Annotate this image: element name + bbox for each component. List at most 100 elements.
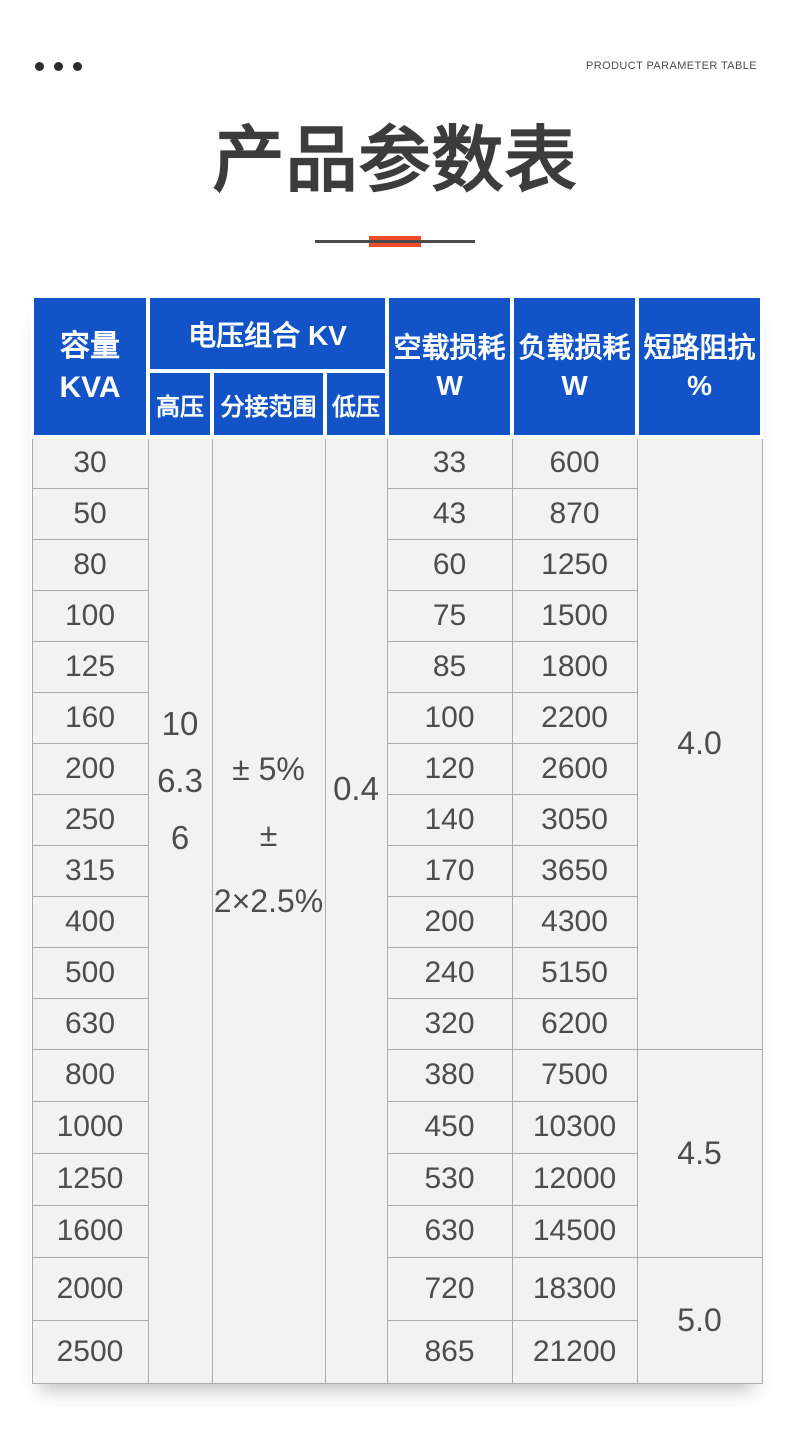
- capacity-cell: 160: [31, 691, 149, 744]
- high-voltage-cell: 10 6.3 6: [147, 436, 213, 1384]
- load-loss-cell: 2600: [511, 742, 638, 795]
- no-load-loss-cell: 140: [386, 793, 513, 846]
- low-voltage-value: 0.4: [333, 770, 379, 807]
- table-header: 容量 KVA 电压组合 KV 空载损耗 W 负载损耗 W 短路阻抗 % 高压 分…: [30, 294, 765, 439]
- divider-line: [315, 240, 475, 243]
- header-impedance-line2: %: [687, 369, 712, 401]
- table-row: 80 60 1250: [31, 538, 762, 591]
- no-load-loss-cell: 120: [386, 742, 513, 795]
- dot-icon: [73, 61, 82, 71]
- load-loss-cell: 1800: [511, 640, 638, 693]
- header-low-voltage: 低压: [322, 369, 390, 439]
- capacity-cell: 800: [31, 1048, 149, 1102]
- table-row: 500 240 5150: [31, 946, 762, 999]
- capacity-cell: 500: [31, 946, 149, 999]
- header-load-loss: 负载损耗 W: [510, 294, 640, 439]
- capacity-cell: 50: [31, 487, 149, 540]
- no-load-loss-cell: 450: [386, 1100, 513, 1154]
- table-row: 250 140 3050: [31, 793, 762, 846]
- table-row: 1250 530 12000: [31, 1152, 762, 1206]
- load-loss-cell: 7500: [511, 1048, 638, 1102]
- header-capacity-line1: 容量: [60, 329, 120, 363]
- table-row: 50 43 870: [31, 487, 762, 540]
- parameter-table: 容量 KVA 电压组合 KV 空载损耗 W 负载损耗 W 短路阻抗 % 高压 分…: [30, 294, 765, 1384]
- capacity-cell: 1250: [31, 1152, 149, 1206]
- header-row-1: 容量 KVA 电压组合 KV 空载损耗 W 负载损耗 W 短路阻抗 %: [30, 294, 765, 439]
- capacity-cell: 125: [31, 640, 149, 693]
- table-row: 160 100 2200: [31, 691, 762, 744]
- load-loss-cell: 870: [511, 487, 638, 540]
- header-impedance: 短路阻抗 %: [635, 294, 765, 439]
- header-tap-range: 分接范围: [210, 369, 327, 439]
- no-load-loss-cell: 240: [386, 946, 513, 999]
- load-loss-cell: 18300: [511, 1256, 638, 1321]
- dot-icon: [35, 61, 44, 71]
- table-row: 1600 630 14500: [31, 1204, 762, 1258]
- header-high-voltage: 高压: [146, 369, 214, 439]
- load-loss-cell: 14500: [511, 1204, 638, 1258]
- capacity-cell: 630: [31, 997, 149, 1050]
- load-loss-cell: 3050: [511, 793, 638, 846]
- no-load-loss-cell: 170: [386, 844, 513, 897]
- capacity-cell: 100: [31, 589, 149, 642]
- no-load-loss-cell: 320: [386, 997, 513, 1050]
- no-load-loss-cell: 630: [386, 1204, 513, 1258]
- table-row: 800 380 7500 4.5: [31, 1048, 763, 1258]
- high-voltage-value: 10: [161, 705, 199, 742]
- capacity-cell: 2500: [31, 1319, 149, 1384]
- impedance-cell: 4.5: [636, 1048, 763, 1258]
- title-divider: [315, 236, 475, 247]
- load-loss-cell: 5150: [511, 946, 638, 999]
- capacity-cell: 80: [31, 538, 149, 591]
- no-load-loss-cell: 75: [386, 589, 513, 642]
- header-capacity-line2: KVA: [59, 370, 121, 404]
- header-no-load-loss: 空载损耗 W: [385, 294, 515, 439]
- capacity-cell: 1600: [31, 1204, 149, 1258]
- no-load-loss-cell: 380: [386, 1048, 513, 1102]
- load-loss-cell: 4300: [511, 895, 638, 948]
- header-capacity: 容量 KVA: [30, 294, 150, 439]
- load-loss-cell: 600: [511, 436, 638, 489]
- page-title: 产品参数表: [212, 121, 578, 201]
- tap-range-values: ± 5% ± 2×2.5%: [213, 736, 325, 934]
- load-loss-cell: 6200: [511, 997, 638, 1050]
- load-loss-cell: 3650: [511, 844, 638, 897]
- high-voltage-value: 6.3: [157, 762, 203, 799]
- no-load-loss-cell: 43: [386, 487, 513, 540]
- header-load-loss-line1: 负载损耗: [518, 331, 631, 363]
- capacity-cell: 1000: [31, 1100, 149, 1154]
- header-impedance-line1: 短路阻抗: [643, 331, 756, 363]
- impedance-cell: 4.0: [636, 436, 763, 1050]
- load-loss-cell: 10300: [511, 1100, 638, 1154]
- no-load-loss-cell: 85: [386, 640, 513, 693]
- no-load-loss-cell: 865: [386, 1319, 513, 1384]
- dot-icon: [54, 61, 63, 71]
- capacity-cell: 400: [31, 895, 149, 948]
- load-loss-cell: 2200: [511, 691, 638, 744]
- table-row: 125 85 1800: [31, 640, 762, 693]
- high-voltage-values: 10 6.3 6: [149, 695, 212, 866]
- capacity-cell: 2000: [31, 1256, 149, 1321]
- tap-range-value: ± 5%: [232, 751, 305, 787]
- low-voltage-cell: 0.4: [324, 436, 388, 1384]
- load-loss-cell: 1250: [511, 538, 638, 591]
- header-voltage-combo: 电压组合 KV: [145, 294, 390, 373]
- no-load-loss-cell: 60: [386, 538, 513, 591]
- table-row: 630 320 6200: [31, 997, 762, 1050]
- table-row: 1000 450 10300: [31, 1100, 762, 1154]
- table-row: 2000 720 18300 5.0: [31, 1256, 763, 1384]
- header-no-load-loss-line2: W: [436, 369, 463, 401]
- load-loss-cell: 1500: [511, 589, 638, 642]
- header-no-load-loss-line1: 空载损耗: [393, 331, 506, 363]
- no-load-loss-cell: 720: [386, 1256, 513, 1321]
- capacity-cell: 250: [31, 793, 149, 846]
- no-load-loss-cell: 100: [386, 691, 513, 744]
- tap-range-value: ± 2×2.5%: [213, 817, 324, 919]
- no-load-loss-cell: 530: [386, 1152, 513, 1206]
- table-row: 400 200 4300: [31, 895, 762, 948]
- table-row: 2500 865 21200: [31, 1319, 762, 1384]
- high-voltage-value: 6: [170, 819, 190, 856]
- no-load-loss-cell: 33: [386, 436, 513, 489]
- table-row: 30 10 6.3 6 ± 5% ± 2×2.5% 0.4 33 600 4.0: [31, 436, 763, 1384]
- capacity-cell: 30: [31, 436, 149, 489]
